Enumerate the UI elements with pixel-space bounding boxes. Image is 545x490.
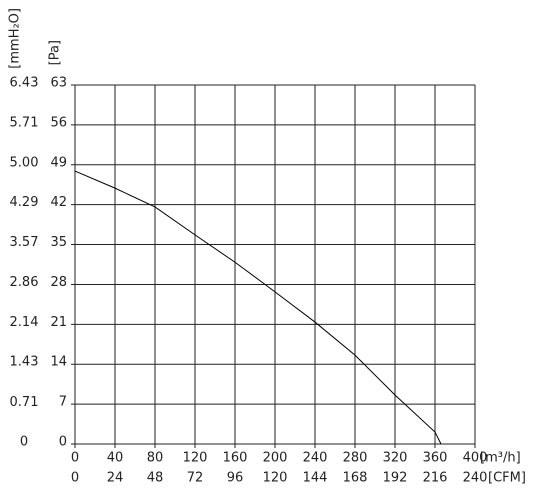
x-tick-label: 80 [147, 451, 164, 466]
y2-tick-label: 0 [20, 435, 28, 450]
y-tick-label: 7 [59, 395, 67, 410]
y-tick-label: 28 [50, 275, 67, 290]
curve [74, 170, 442, 445]
x-tick-label: 200 [263, 451, 288, 466]
y2-tick-label: 1.43 [10, 355, 39, 370]
x-tick-label: 120 [183, 451, 208, 466]
x-tick-label: 0 [71, 451, 79, 466]
y-axis-label: [Pa] [48, 40, 63, 65]
y-tick-label: 63 [50, 76, 67, 91]
x2-tick-label: 144 [303, 471, 328, 486]
y-tick-label: 49 [50, 155, 67, 170]
y2-tick-label: 5.00 [10, 155, 39, 170]
x2-tick-label: 216 [423, 471, 448, 486]
y-tick-label: 14 [50, 355, 67, 370]
x-tick-label: 400 [463, 451, 488, 466]
x2-axis-label: [CFM] [488, 471, 526, 486]
y-tick-label: 42 [50, 195, 67, 210]
x-tick-label: 280 [343, 451, 368, 466]
x-tick-label: 360 [423, 451, 448, 466]
y-tick-label: 35 [50, 235, 67, 250]
y2-tick-label: 4.29 [10, 195, 39, 210]
y2-tick-label: 6.43 [10, 76, 39, 91]
y2-tick-label: 2.14 [10, 315, 39, 330]
y-tick-label: 21 [50, 315, 67, 330]
y2-axis-label: [mmH₂O] [8, 8, 23, 69]
x2-tick-label: 0 [71, 471, 79, 486]
x2-tick-label: 72 [187, 471, 204, 486]
x2-tick-label: 24 [107, 471, 124, 486]
x-axis-label: [m³/h] [480, 451, 521, 466]
y-tick-label: 56 [50, 115, 67, 130]
y2-tick-label: 5.71 [10, 116, 39, 131]
x-tick-label: 160 [223, 451, 248, 466]
x-tick-label: 320 [383, 451, 408, 466]
x2-tick-label: 120 [263, 471, 288, 486]
y2-tick-label: 2.86 [10, 275, 39, 290]
x2-tick-label: 48 [147, 471, 164, 486]
y2-tick-label: 0.71 [10, 395, 39, 410]
x2-tick-label: 168 [343, 471, 368, 486]
y2-tick-label: 3.57 [10, 235, 39, 250]
x-tick-label: 40 [107, 451, 124, 466]
y-tick-label: 0 [59, 435, 67, 450]
x2-tick-label: 96 [227, 471, 244, 486]
x2-tick-label: 192 [383, 471, 408, 486]
x-tick-label: 240 [303, 451, 328, 466]
x2-tick-label: 240 [463, 471, 488, 486]
